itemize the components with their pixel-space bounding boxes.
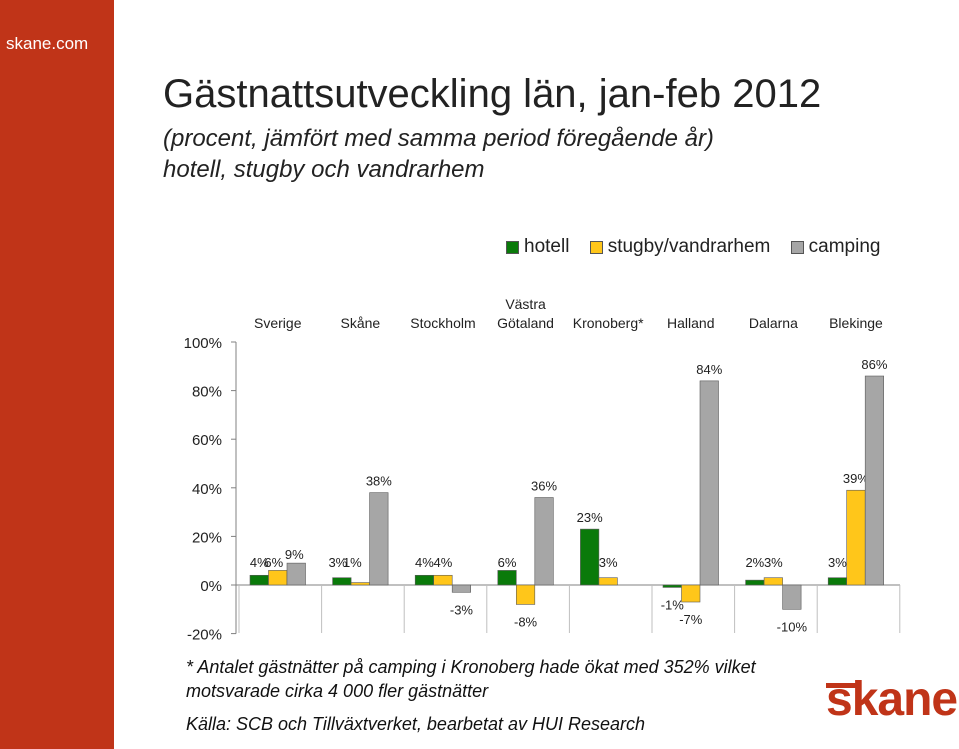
bar-stugbyvandrarhem: [681, 584, 701, 603]
bar-hotell: [745, 579, 765, 586]
data-label: 4%: [434, 555, 453, 570]
category-label: Kronoberg*: [573, 315, 644, 331]
data-label: 2%: [745, 555, 764, 570]
data-label: 3%: [764, 555, 783, 570]
page-title: Gästnattsutveckling län, jan-feb 2012: [163, 72, 822, 116]
bar-hotell: [662, 584, 682, 588]
legend-swatch-hotell: [506, 240, 519, 254]
sidebar-band: skane.com: [0, 0, 114, 749]
data-label: -7%: [679, 612, 703, 627]
legend-swatch-camping: [790, 240, 804, 254]
data-label: -1%: [661, 597, 685, 612]
data-label: 3%: [828, 555, 847, 570]
bar-camping: [699, 380, 719, 586]
legend-item-stugby: stugby/vandrarhem: [589, 236, 771, 258]
bar-hotell: [249, 574, 269, 586]
bar-stugbyvandrarhem: [846, 489, 866, 586]
bar-camping: [451, 584, 472, 593]
category-label: Sverige: [254, 315, 302, 331]
legend-item-camping: camping: [790, 236, 881, 258]
subtitle-line-2: hotell, stugby och vandrarhem: [163, 156, 485, 183]
category-label: Halland: [667, 315, 714, 331]
legend-item-hotell: hotell: [506, 236, 569, 258]
data-label: 4%: [250, 555, 269, 570]
y-tick-label: 60%: [192, 432, 222, 449]
data-label: 84%: [696, 362, 722, 377]
logo-accent: [826, 683, 856, 688]
y-tick-label: 20%: [192, 529, 222, 546]
category-label: Skåne: [340, 315, 380, 331]
bar-stugbyvandrarhem: [515, 584, 536, 605]
bar-hotell: [332, 577, 352, 586]
category-label: Dalarna: [749, 315, 798, 331]
bar-camping: [369, 492, 389, 586]
data-label: 6%: [264, 555, 283, 570]
data-label: 4%: [415, 555, 434, 570]
data-label: -3%: [450, 602, 474, 617]
y-tick-label: 40%: [192, 481, 222, 498]
bar-stugbyvandrarhem: [268, 570, 288, 586]
data-label: -10%: [777, 619, 808, 634]
legend-label-stugby: stugby/vandrarhem: [607, 236, 771, 257]
bar-stugbyvandrarhem: [598, 577, 618, 586]
bar-camping: [864, 375, 885, 586]
data-label: 3%: [328, 555, 347, 570]
y-tick-label: 80%: [192, 384, 222, 401]
category-label: Västra Götaland: [497, 296, 554, 331]
data-label: 3%: [599, 555, 618, 570]
category-label: Stockholm: [410, 315, 475, 331]
legend-label-hotell: hotell: [524, 236, 570, 257]
bar-stugbyvandrarhem: [763, 577, 783, 586]
y-tick-label: 100%: [184, 335, 222, 352]
category-label: Blekinge: [829, 315, 883, 331]
bar-hotell: [497, 570, 517, 586]
data-label: 38%: [366, 474, 392, 489]
bar-camping: [782, 584, 802, 610]
data-label: 39%: [843, 471, 869, 486]
data-label: 23%: [577, 510, 603, 525]
subtitle-line-1: (procent, jämfört med samma period föreg…: [163, 125, 714, 152]
bar-camping: [286, 562, 306, 586]
bar-hotell: [580, 528, 600, 586]
site-name[interactable]: skane.com: [6, 34, 89, 53]
data-label: 6%: [498, 555, 517, 570]
data-label: 1%: [343, 555, 362, 570]
skane-logo: skane: [826, 673, 958, 726]
bar-hotell: [414, 574, 435, 586]
bar-hotell: [827, 577, 848, 586]
subtitle: (procent, jämfört med samma period föreg…: [163, 123, 714, 185]
footnote: * Antalet gästnätter på camping i Kronob…: [186, 655, 756, 703]
bar-stugbyvandrarhem: [350, 582, 370, 586]
y-tick-label: 0%: [200, 578, 222, 595]
chart-legend: hotell stugby/vandrarhem camping: [506, 236, 880, 260]
y-tick-label: -20%: [187, 627, 222, 644]
legend-swatch-stugby: [589, 240, 603, 254]
footnote-line-1: * Antalet gästnätter på camping i Kronob…: [186, 657, 756, 677]
data-label: -8%: [514, 614, 538, 629]
bar-camping: [534, 497, 554, 586]
data-label: 36%: [531, 479, 557, 494]
footnote-line-2: motsvarade cirka 4 000 fler gästnätter: [186, 681, 489, 701]
data-label: 9%: [285, 547, 304, 562]
legend-label-camping: camping: [808, 236, 881, 257]
bar-stugbyvandrarhem: [433, 574, 453, 586]
source-note: Källa: SCB och Tillväxtverket, bearbetat…: [186, 714, 646, 734]
data-label: 86%: [861, 357, 887, 372]
